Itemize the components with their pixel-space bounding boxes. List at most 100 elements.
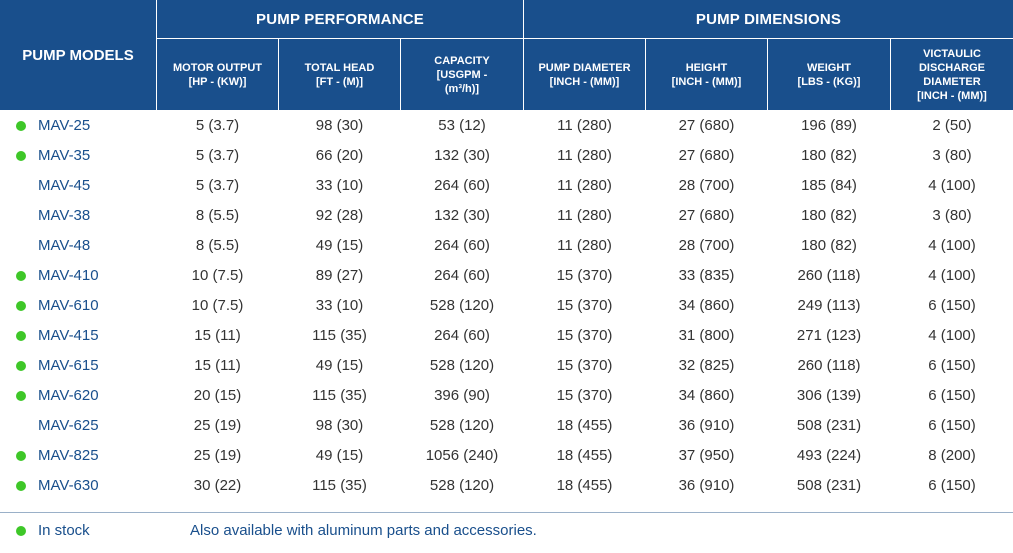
table-cell: 132 (30) xyxy=(434,147,490,164)
table-cell: 27 (680) xyxy=(678,117,735,134)
in-stock-dot-icon xyxy=(16,526,26,536)
table-cell: 15 (370) xyxy=(556,297,613,314)
in-stock-dot-icon xyxy=(16,121,26,131)
table-cell: 98 (30) xyxy=(315,417,364,434)
table-row: MAV-620 20 (15) 115 (35) 396 (90) 15 (370) 34… xyxy=(0,381,1013,411)
table-cell: 28 (700) xyxy=(678,177,735,194)
table-row: MAV-45 5 (3.7) 33 (10) 264 (60) 11 (280) 28 (… xyxy=(0,171,1013,201)
table-cell: 15 (11) xyxy=(194,327,241,344)
in-stock-dot-icon xyxy=(16,331,26,341)
table-cell: 28 (700) xyxy=(678,237,735,254)
table-cell: 10 (7.5) xyxy=(191,267,244,284)
table-cell: 18 (455) xyxy=(556,447,613,464)
table-cell: 271 (123) xyxy=(796,327,862,344)
table-cell: 34 (860) xyxy=(678,387,735,404)
table-row: MAV-610 10 (7.5) 33 (10) 528 (120) 15 (370) 3… xyxy=(0,291,1013,321)
model-name: MAV-625 xyxy=(38,417,99,434)
table-cell: 32 (825) xyxy=(678,357,735,374)
table-cell: 6 (150) xyxy=(928,297,976,314)
table-cell: 11 (280) xyxy=(557,237,612,254)
table-cell: 10 (7.5) xyxy=(191,297,244,314)
table-cell: 180 (82) xyxy=(801,207,857,224)
table-cell: 98 (30) xyxy=(315,117,364,134)
table-cell: 508 (231) xyxy=(796,417,862,434)
table-cell: 260 (118) xyxy=(797,357,861,374)
table-cell: 33 (10) xyxy=(315,297,364,314)
header-divider xyxy=(767,39,768,110)
in-stock-dot-icon xyxy=(16,451,26,461)
header-divider xyxy=(890,39,891,110)
table-cell: 15 (370) xyxy=(556,387,613,404)
table-cell: 115 (35) xyxy=(312,387,367,404)
table-row: MAV-615 15 (11) 49 (15) 528 (120) 15 (370) 32… xyxy=(0,351,1013,381)
footer-divider xyxy=(0,512,1013,513)
table-cell: 11 (280) xyxy=(557,177,612,194)
header-divider xyxy=(523,0,524,110)
in-stock-dot-icon xyxy=(16,271,26,281)
table-cell: 89 (27) xyxy=(315,267,364,284)
footer-note: Also available with aluminum parts and a… xyxy=(190,522,537,539)
table-cell: 34 (860) xyxy=(678,297,735,314)
table-cell: 4 (100) xyxy=(928,177,976,194)
table-cell: 8 (200) xyxy=(928,447,976,464)
table-cell: 6 (150) xyxy=(928,387,976,404)
table-cell: 36 (910) xyxy=(678,417,735,434)
table-cell: 18 (455) xyxy=(556,417,613,434)
table-cell: 264 (60) xyxy=(434,237,490,254)
table-cell: 33 (10) xyxy=(315,177,364,194)
table-cell: 15 (370) xyxy=(556,267,613,284)
table-cell: 264 (60) xyxy=(434,267,490,284)
pump-models-header: PUMP MODELS xyxy=(22,46,134,64)
table-cell: 11 (280) xyxy=(557,117,612,134)
table-cell: 11 (280) xyxy=(557,207,612,224)
table-cell: 185 (84) xyxy=(801,177,857,194)
height-header: HEIGHT [INCH - (MM)] xyxy=(671,61,742,88)
table-cell: 6 (150) xyxy=(928,417,976,434)
capacity-header: CAPACITY [USGPM - (m³/h)] xyxy=(434,54,490,95)
table-cell: 8 (5.5) xyxy=(195,237,240,254)
model-name: MAV-620 xyxy=(38,387,99,404)
table-cell: 27 (680) xyxy=(678,207,735,224)
table-row: MAV-415 15 (11) 115 (35) 264 (60) 15 (370) 31… xyxy=(0,321,1013,351)
table-row: MAV-35 5 (3.7) 66 (20) 132 (30) 11 (280) 27 (… xyxy=(0,141,1013,171)
table-cell: 5 (3.7) xyxy=(195,117,240,134)
header-divider xyxy=(157,38,1013,39)
table-cell: 4 (100) xyxy=(928,237,976,254)
table-cell: 37 (950) xyxy=(678,447,735,464)
table-cell: 115 (35) xyxy=(312,477,367,494)
table-cell: 11 (280) xyxy=(557,147,612,164)
table-row: MAV-630 30 (22) 115 (35) 528 (120) 18 (455) 3… xyxy=(0,471,1013,501)
table-cell: 264 (60) xyxy=(434,327,490,344)
table-cell: 31 (800) xyxy=(678,327,735,344)
model-name: MAV-615 xyxy=(38,357,99,374)
table-row: MAV-25 5 (3.7) 98 (30) 53 (12) 11 (280) 27 (6… xyxy=(0,111,1013,141)
table-cell: 306 (139) xyxy=(796,387,862,404)
model-name: MAV-610 xyxy=(38,297,99,314)
pump-diameter-header: PUMP DIAMETER [INCH - (MM)] xyxy=(538,61,631,88)
in-stock-dot-icon xyxy=(16,481,26,491)
model-name: MAV-45 xyxy=(38,177,91,194)
model-name: MAV-35 xyxy=(38,147,91,164)
table-cell: 20 (15) xyxy=(193,387,242,404)
table-cell: 2 (50) xyxy=(932,117,972,134)
table-cell: 115 (35) xyxy=(312,327,367,344)
table-cell: 25 (19) xyxy=(193,417,242,434)
table-cell: 249 (113) xyxy=(797,297,861,314)
table-row: MAV-825 25 (19) 49 (15) 1056 (240) 18 (455) 3… xyxy=(0,441,1013,471)
total-head-header: TOTAL HEAD [FT - (M)] xyxy=(304,61,375,88)
table-cell: 15 (370) xyxy=(556,357,613,374)
table-cell: 132 (30) xyxy=(434,207,490,224)
table-cell: 6 (150) xyxy=(928,477,976,494)
model-name: MAV-630 xyxy=(38,477,99,494)
table-cell: 264 (60) xyxy=(434,177,490,194)
table-header: PUMP MODELS PUMP PERFORMANCE PUMP DIMENS… xyxy=(0,0,1013,110)
model-name: MAV-48 xyxy=(38,237,91,254)
in-stock-dot-icon xyxy=(16,361,26,371)
table-cell: 53 (12) xyxy=(438,117,486,134)
table-row: MAV-410 10 (7.5) 89 (27) 264 (60) 15 (370) 33… xyxy=(0,261,1013,291)
header-divider xyxy=(278,39,279,110)
table-cell: 33 (835) xyxy=(678,267,735,284)
table-cell: 528 (120) xyxy=(429,477,495,494)
table-cell: 49 (15) xyxy=(315,237,364,254)
table-cell: 6 (150) xyxy=(928,357,976,374)
